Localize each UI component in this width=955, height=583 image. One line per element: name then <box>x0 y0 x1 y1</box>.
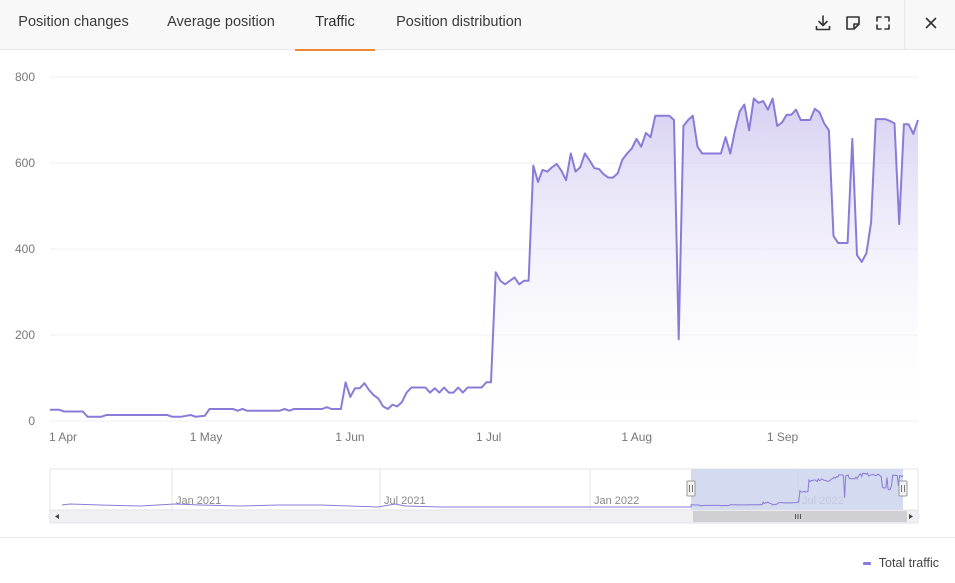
download-icon[interactable] <box>812 12 834 34</box>
y-tick-label: 400 <box>15 242 35 256</box>
tab-average-position[interactable]: Average position <box>167 14 275 30</box>
y-tick-label: 0 <box>28 414 35 428</box>
toolbar-divider <box>904 0 905 50</box>
chart-legend[interactable]: Total traffic <box>862 556 939 570</box>
x-tick-label: 1 Jun <box>335 430 364 444</box>
legend-label: Total traffic <box>878 556 939 570</box>
footer-divider <box>0 537 955 538</box>
navigator-selection[interactable] <box>691 469 903 510</box>
tab-traffic[interactable]: Traffic <box>295 0 375 51</box>
x-tick-label: 1 May <box>190 430 223 444</box>
traffic-area-fill <box>50 98 918 421</box>
x-tick-label: 1 Sep <box>767 430 799 444</box>
fullscreen-icon[interactable] <box>872 12 894 34</box>
traffic-chart: 800 600 400 200 0 1 Apr 1 May 1 Jun 1 Jul 1 Aug 1 … <box>0 50 955 540</box>
tab-position-distribution[interactable]: Position distribution <box>396 14 522 30</box>
navigator-tick-label: Jan 2022 <box>594 495 639 507</box>
x-tick-label: 1 Aug <box>621 430 652 444</box>
traffic-chart-svg: 800 600 400 200 0 1 Apr 1 May 1 Jun 1 Jul 1 Aug 1 … <box>15 70 919 524</box>
navigator-right-handle[interactable] <box>898 480 908 497</box>
navigator-left-handle[interactable] <box>686 480 696 497</box>
y-tick-label: 200 <box>15 328 35 342</box>
scroll-right-arrow-icon[interactable] <box>909 514 913 519</box>
x-tick-label: 1 Jul <box>476 430 501 444</box>
traffic-series-line[interactable] <box>50 97 919 418</box>
y-tick-label: 800 <box>15 70 35 84</box>
navigator-series-line <box>61 472 904 508</box>
note-icon[interactable] <box>842 12 864 34</box>
scroll-left-arrow-icon[interactable] <box>55 514 59 519</box>
close-icon[interactable] <box>920 12 942 34</box>
legend-swatch <box>862 561 871 565</box>
y-tick-label: 600 <box>15 156 35 170</box>
x-tick-label: 1 Apr <box>49 430 77 444</box>
tab-position-changes[interactable]: Position changes <box>18 14 129 30</box>
chart-tab-bar: Position changes Average position Traffi… <box>0 0 955 51</box>
